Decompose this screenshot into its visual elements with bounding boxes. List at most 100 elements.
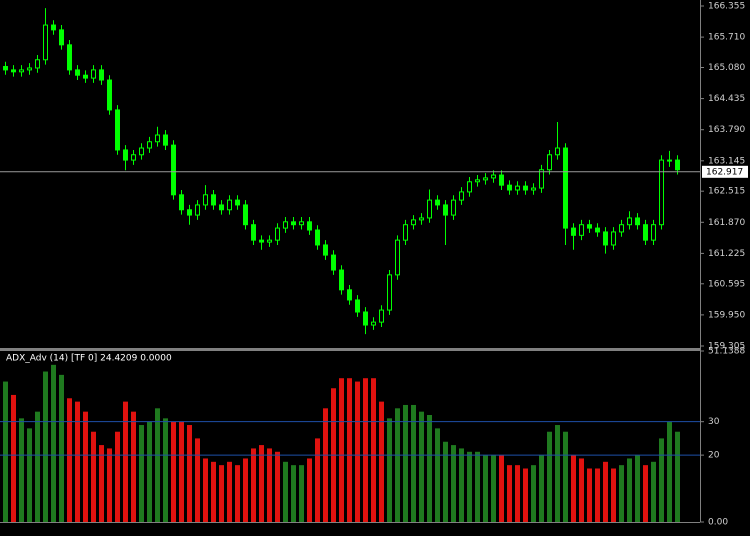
adx-bar: [211, 461, 216, 522]
adx-bar: [531, 465, 536, 522]
adx-bar: [243, 458, 248, 522]
candle-body: [11, 69, 16, 73]
candle-body: [291, 221, 296, 226]
candle-body: [99, 69, 104, 81]
adx-bar: [131, 411, 136, 522]
adx-bar: [419, 411, 424, 522]
adx-bar: [315, 438, 320, 522]
adx-bar: [35, 411, 40, 522]
candle-body: [347, 289, 352, 301]
indicator-title: ADX_Adv (14) [TF 0] 24.4209 0.0000: [6, 354, 172, 364]
candle-body: [387, 274, 392, 311]
adx-bar: [347, 378, 352, 522]
adx-bar: [515, 465, 520, 522]
adx-bar: [179, 421, 184, 522]
candle-body: [427, 199, 432, 219]
y-tick-label: 164.435: [708, 94, 745, 104]
adx-bar: [387, 418, 392, 522]
candle-body: [203, 194, 208, 206]
candle-body: [3, 66, 8, 71]
adx-bar: [155, 408, 160, 522]
candle-body: [355, 299, 360, 313]
adx-bar: [275, 451, 280, 522]
adx-bar: [467, 451, 472, 522]
candle-body: [123, 149, 128, 161]
adx-bar: [523, 468, 528, 522]
adx-bar: [83, 411, 88, 522]
candle-body: [275, 227, 280, 241]
candle-body: [667, 159, 672, 162]
adx-bar: [499, 455, 504, 522]
adx-bar: [643, 465, 648, 522]
y-tick-label: 162.515: [708, 187, 745, 197]
candle-body: [435, 199, 440, 206]
adx-bar: [507, 465, 512, 522]
candle-body: [643, 224, 648, 241]
candle-body: [147, 141, 152, 149]
candle-body: [235, 199, 240, 206]
adx-bar: [123, 401, 128, 522]
candle-body: [675, 159, 680, 171]
adx-bar: [27, 428, 32, 522]
adx-bar: [147, 421, 152, 522]
candle-body: [115, 109, 120, 151]
adx-bar: [267, 448, 272, 522]
adx-bar: [635, 455, 640, 522]
candle-body: [499, 174, 504, 186]
y-tick-label: 165.080: [708, 63, 745, 73]
adx-bar: [75, 401, 80, 522]
adx-bar: [3, 381, 8, 522]
adx-bar: [187, 425, 192, 522]
adx-bar: [291, 465, 296, 522]
adx-bar: [171, 421, 176, 522]
adx-bar: [91, 431, 96, 522]
y-tick-label: 166.355: [708, 2, 745, 12]
y-tick-label: 20: [708, 451, 720, 461]
adx-bar: [667, 421, 672, 522]
candle-body: [635, 217, 640, 226]
adx-bar: [435, 428, 440, 522]
candle-body: [395, 239, 400, 276]
adx-bar: [563, 431, 568, 522]
candle-body: [467, 181, 472, 193]
candle-body: [259, 239, 264, 243]
candle-body: [187, 209, 192, 216]
adx-bar: [139, 425, 144, 522]
adx-bar: [611, 468, 616, 522]
adx-bar: [587, 468, 592, 522]
candle-body: [43, 24, 48, 61]
panel-separator: [0, 348, 700, 351]
adx-bar: [403, 404, 408, 522]
adx-bar: [107, 448, 112, 522]
candle-body: [419, 217, 424, 221]
candle-body: [51, 24, 56, 31]
candle-body: [571, 227, 576, 236]
candle-body: [475, 179, 480, 183]
candle-body: [443, 204, 448, 216]
adx-bar: [99, 445, 104, 522]
adx-bar: [307, 458, 312, 522]
candle-body: [139, 147, 144, 156]
adx-bar: [299, 465, 304, 522]
adx-bar: [595, 468, 600, 522]
candle-body: [315, 229, 320, 246]
adx-bar: [443, 441, 448, 522]
candle-body: [107, 79, 112, 111]
candle-body: [491, 174, 496, 179]
y-tick-label: 161.225: [708, 249, 745, 259]
candle-body: [451, 199, 456, 216]
candle-body: [331, 254, 336, 271]
candle-body: [91, 69, 96, 79]
adx-bar: [627, 458, 632, 522]
candle-body: [19, 69, 24, 73]
candle-body: [299, 221, 304, 226]
adx-bar: [163, 418, 168, 522]
candle-body: [243, 204, 248, 226]
candle-body: [659, 159, 664, 226]
candle-body: [283, 221, 288, 229]
candle-body: [179, 194, 184, 211]
candle-body: [523, 185, 528, 191]
candle-body: [539, 169, 544, 189]
adx-bar: [115, 431, 120, 522]
